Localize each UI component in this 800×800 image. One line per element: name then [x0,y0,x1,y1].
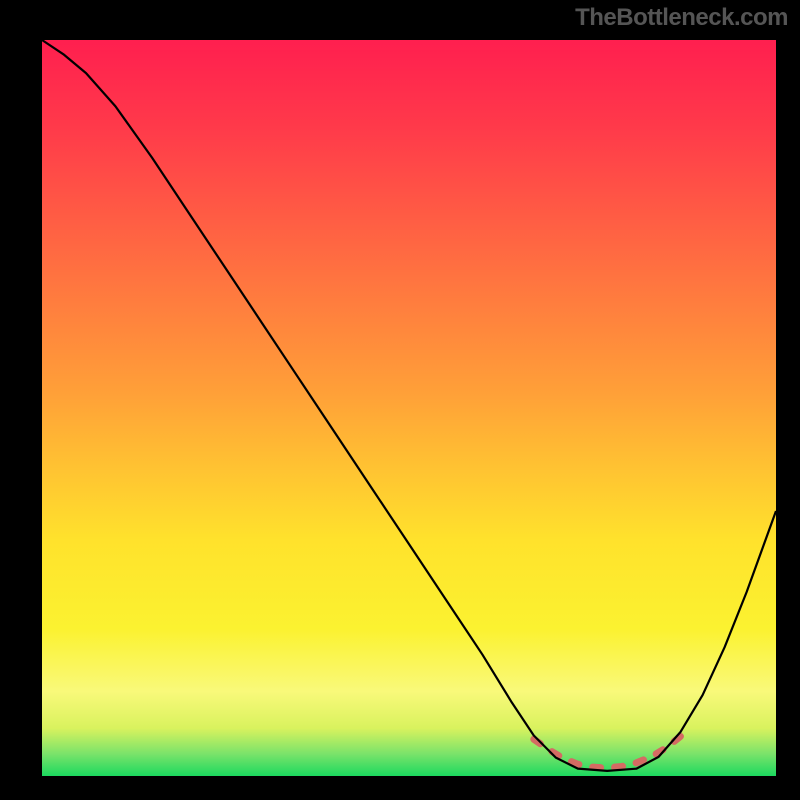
watermark-label: TheBottleneck.com [575,4,788,32]
chart-container: TheBottleneck.com [0,0,800,800]
bottleneck-curve-chart [0,0,800,800]
